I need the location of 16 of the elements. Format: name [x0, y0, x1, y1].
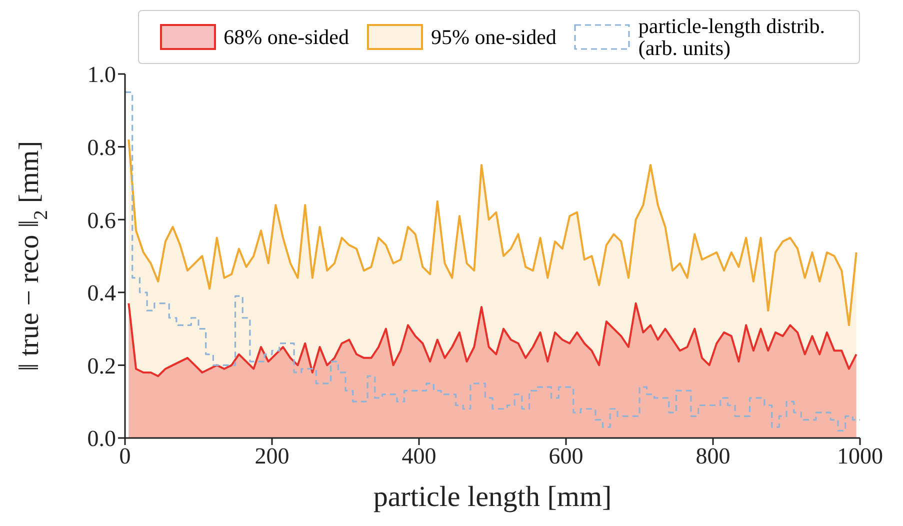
y-tick-label: 0.8 — [87, 134, 116, 160]
x-tick-label: 1000 — [837, 443, 883, 468]
y-tick-label: 1.0 — [87, 62, 116, 88]
y-tick-label: 0.0 — [87, 426, 116, 452]
x-tick-label: 400 — [402, 443, 436, 468]
x-tick-label: 0 — [119, 443, 131, 468]
legend-label: particle-length distrib. (arb. units) — [638, 14, 826, 60]
x-tick-label: 600 — [548, 443, 584, 468]
legend-label: 68% one-sided — [224, 25, 349, 49]
x-axis-title: particle length [mm] — [373, 481, 612, 513]
x-tick-label: 200 — [254, 443, 290, 468]
x-tick-label: 800 — [696, 443, 730, 468]
y-tick-label: 0.6 — [87, 208, 116, 233]
y-tick-label: 0.2 — [87, 353, 116, 378]
y-tick-label: 0.4 — [87, 280, 116, 306]
legend-label: 95% one-sided — [431, 25, 556, 49]
